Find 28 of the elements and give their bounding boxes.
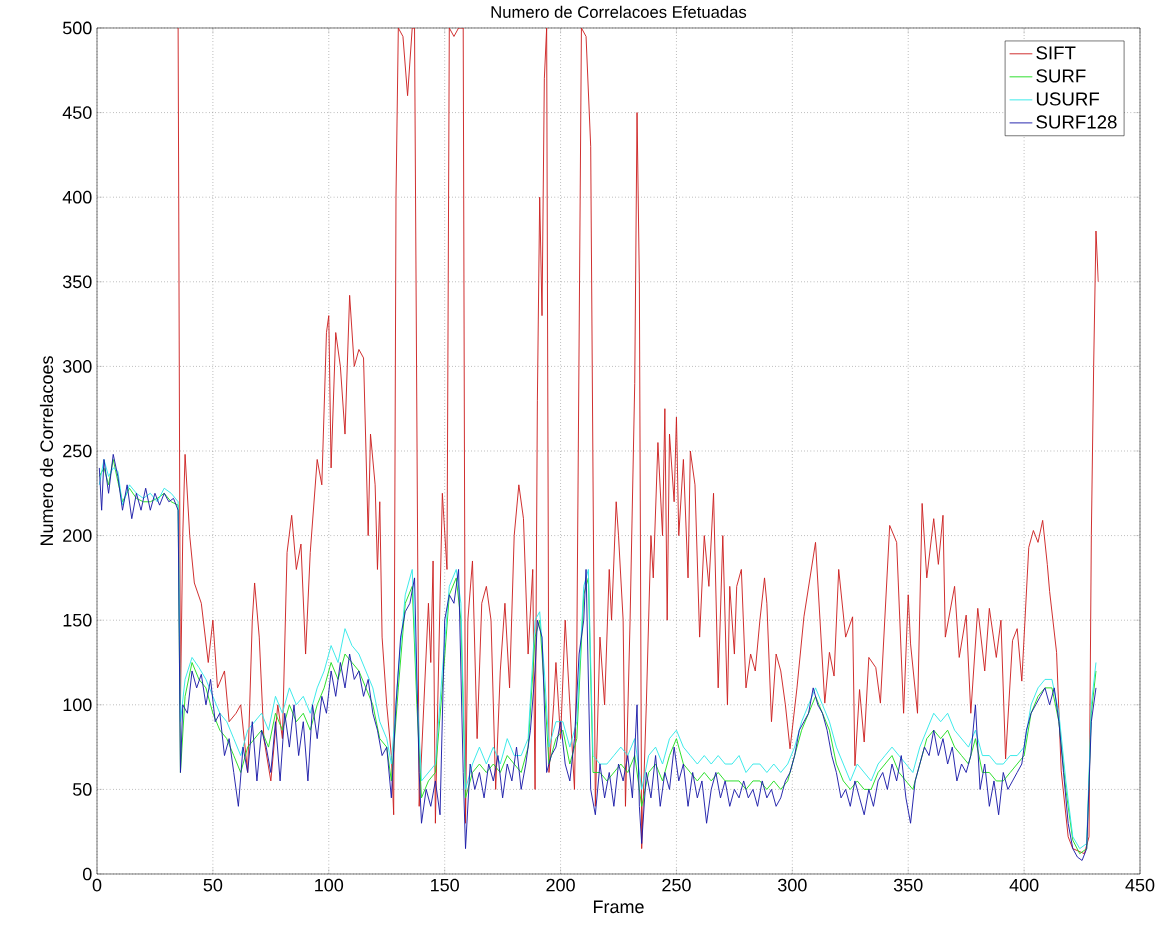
x-tick-label: 0 xyxy=(92,878,102,892)
y-tick-label: 0 xyxy=(82,867,92,881)
y-tick-label: 450 xyxy=(62,106,92,119)
x-tick-label: 100 xyxy=(315,878,344,892)
y-tick-label: 100 xyxy=(63,698,92,712)
y-tick-label: 500 xyxy=(62,21,92,35)
x-axis-title: Frame xyxy=(593,900,644,914)
x-tick-label: 250 xyxy=(662,878,691,892)
x-tick-label: 350 xyxy=(893,878,923,892)
x-tick-label: 300 xyxy=(778,878,807,892)
x-tick-label: 400 xyxy=(1009,878,1039,892)
y-tick-label: 350 xyxy=(62,275,92,289)
x-tick-label: 150 xyxy=(431,878,459,892)
legend-label: SIFT xyxy=(1036,46,1076,60)
y-tick-label: 250 xyxy=(63,444,92,458)
legend-label: SURF128 xyxy=(1036,115,1117,129)
y-tick-label: 200 xyxy=(63,529,92,542)
y-tick-label: 150 xyxy=(63,613,92,627)
chart-title: Numero de Correlacoes Efetuadas xyxy=(491,5,747,18)
y-tick-label: 50 xyxy=(72,783,92,796)
y-tick-label: 400 xyxy=(62,190,92,204)
y-tick-label: 300 xyxy=(62,360,92,373)
y-axis-title: Numero de Correlacoes xyxy=(39,356,54,546)
x-tick-label: 200 xyxy=(546,878,575,892)
legend-label: USURF xyxy=(1036,92,1100,106)
legend-label: SURF xyxy=(1036,69,1086,83)
x-tick-label: 450 xyxy=(1125,878,1155,892)
x-tick-label: 50 xyxy=(203,878,223,892)
